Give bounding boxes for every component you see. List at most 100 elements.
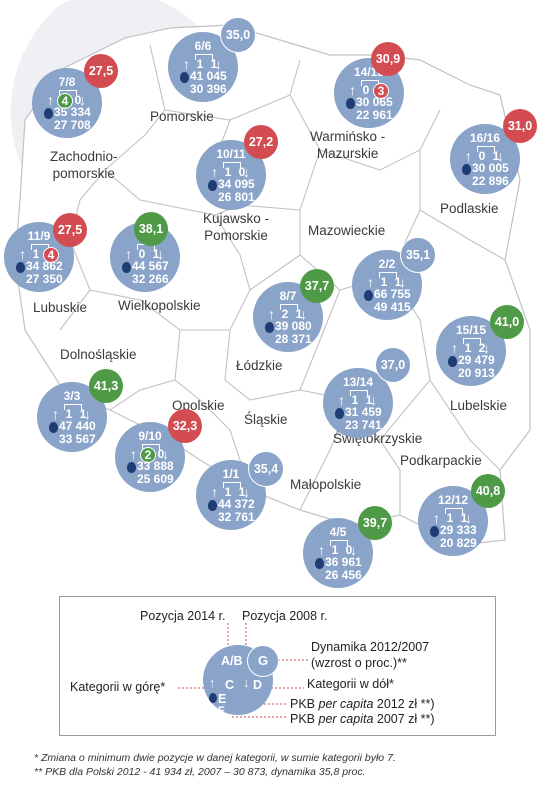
dynamics-circle-świętokrzyskie: 37,0 [375, 347, 411, 383]
head-icon [127, 462, 136, 473]
region-label-kujawsko-pomorskie: Kujawsko - Pomorskie [203, 211, 270, 243]
categories-down-value: 1 [79, 407, 87, 421]
pkb-2012-value: 31 459 [345, 405, 382, 419]
arrow-down-icon: ↓ [497, 148, 504, 164]
head-icon [44, 108, 53, 119]
arrow-up-icon: ↑ [367, 274, 374, 290]
arrow-up-icon: ↑ [19, 246, 26, 262]
categories-down-value: 4 [43, 247, 59, 263]
categories-up-value: 0 [138, 247, 146, 261]
dynamics-circle-warmińsko-mazurskie: 30,9 [371, 42, 405, 76]
region-label-łódzkie: Łódzkie [236, 358, 283, 373]
dynamics-circle-podkarpackie: 40,8 [471, 474, 505, 508]
pkb-2007-value: 22 961 [356, 108, 393, 122]
region-label-dolnośląskie: Dolnośląskie [60, 347, 137, 362]
categories-down-value: 0 [345, 543, 353, 557]
pkb-2007-value: 20 913 [458, 366, 495, 380]
pkb-2012-value: 30 005 [472, 161, 509, 175]
arrow-down-icon: ↓ [243, 164, 250, 180]
region-label-małopolskie: Małopolskie [290, 477, 362, 492]
legend-dynamics-label: Dynamika 2012/2007 [311, 640, 430, 654]
pkb-2012-value: 36 961 [325, 555, 362, 569]
arrow-down-icon: ↓ [162, 446, 169, 462]
legend-pkb2012-label: PKB per capita 2012 zł **) [290, 697, 435, 711]
categories-down-value: 1 [365, 393, 373, 407]
categories-up-value: 1 [65, 407, 73, 421]
legend-pos2014-label: Pozycja 2014 r. [140, 609, 226, 623]
region-label-podlaskie: Podlaskie [440, 201, 499, 216]
region-label-śląskie: Śląskie [244, 412, 288, 427]
bracket-icon [280, 304, 298, 310]
arrow-up-icon: ↑ [211, 164, 218, 180]
position-text: 15/15 [455, 323, 487, 337]
region-label-pomorskie: Pomorskie [150, 109, 214, 124]
categories-down-value: 2 [478, 341, 486, 355]
categories-up-value: 1 [196, 57, 204, 71]
position-text: 6/6 [194, 39, 212, 53]
head-icon [265, 322, 274, 333]
categories-down-value: 1 [492, 149, 500, 163]
dynamics-circle-mazowieckie: 35,1 [400, 237, 436, 273]
bracket-icon [330, 540, 348, 546]
pkb-2007-value: 26 801 [218, 190, 255, 204]
arrow-down-icon: ↓ [399, 274, 406, 290]
pkb-2012-value: 35 334 [54, 105, 91, 119]
head-icon [448, 356, 457, 367]
region-bubble-mazowieckie: 2/2 ↑ 1 ↓ 1 66 755 49 415 [352, 250, 422, 320]
pkb-2012-value: 44 567 [132, 259, 169, 273]
position-text: 10/11 [216, 147, 246, 161]
dynamics-circle-łódzkie: 37,7 [300, 269, 334, 303]
arrow-down-icon: ↓ [300, 306, 307, 322]
pkb-2007-value: 27 708 [54, 118, 91, 132]
dynamics-circle-kujawsko-pomorskie: 27,2 [244, 125, 278, 159]
bracket-icon [142, 444, 160, 450]
legend-sample-bubble: A/B ↑ C ↓ D E F [203, 645, 273, 717]
categories-up-value: 1 [32, 247, 40, 261]
head-icon [208, 180, 217, 191]
position-text: 7/8 [58, 75, 76, 89]
pkb-2007-value: 32 761 [218, 510, 255, 524]
pkb-2007-value: 49 415 [374, 300, 411, 314]
categories-up-value: 1 [224, 485, 232, 499]
region-label-lubelskie: Lubelskie [450, 398, 508, 413]
categories-up-value: 4 [57, 93, 73, 109]
bracket-icon [195, 54, 213, 60]
head-icon [335, 408, 344, 419]
pkb-2012-value: 41 045 [190, 69, 227, 83]
pkb-2007-value: 20 829 [440, 536, 477, 550]
arrow-up-icon: ↑ [130, 446, 137, 462]
categories-up-value: 1 [331, 543, 339, 557]
pkb-2007-value: 30 396 [190, 82, 227, 96]
pkb-2012-value: 30 065 [356, 95, 393, 109]
categories-up-value: 2 [281, 307, 289, 321]
footnotes: * Zmiana o minimum dwie pozycje w danej … [34, 751, 396, 779]
categories-up-value: 1 [380, 275, 388, 289]
region-bubble-zachodnio-pomorskie: 7/8 ↑ 4 ↓ 0 35 334 27 708 [32, 68, 102, 138]
bracket-icon [477, 146, 495, 152]
categories-down-value: 1 [295, 307, 303, 321]
legend-down-label: Kategorii w dół* [307, 677, 394, 691]
region-label-zachodnio-pomorskie: Zachodnio- pomorskie [50, 149, 118, 181]
arrow-up-icon: ↑ [338, 392, 345, 408]
arrow-down-icon: ↓ [215, 56, 222, 72]
pkb-2007-value: 32 266 [132, 272, 169, 286]
pkb-2007-value: 28 371 [275, 332, 312, 346]
bracket-icon [350, 390, 368, 396]
categories-up-value: 1 [224, 165, 232, 179]
dynamics-circle-lubuskie: 27,5 [53, 213, 87, 247]
position-text: 1/1 [222, 467, 240, 481]
arrow-up-icon: ↑ [211, 484, 218, 500]
categories-down-value: 0 [74, 93, 82, 107]
legend-pos2008-label: Pozycja 2008 r. [242, 609, 328, 623]
region-bubble-lubelskie: 15/15 ↑ 1 ↓ 2 29 479 20 913 [436, 316, 506, 386]
region-label-lubuskie: Lubuskie [33, 300, 88, 315]
arrow-up-icon: ↑ [318, 542, 325, 558]
categories-down-value: 1 [152, 247, 160, 261]
arrow-down-icon: ↓ [350, 542, 357, 558]
arrow-down-icon: ↓ [483, 340, 490, 356]
categories-up-value: 0 [362, 83, 370, 97]
categories-up-value: 1 [446, 511, 454, 525]
pkb-2007-value: 27 350 [26, 272, 63, 286]
pkb-2012-value: 33 888 [137, 459, 174, 473]
region-label-podkarpackie: Podkarpackie [400, 453, 482, 468]
